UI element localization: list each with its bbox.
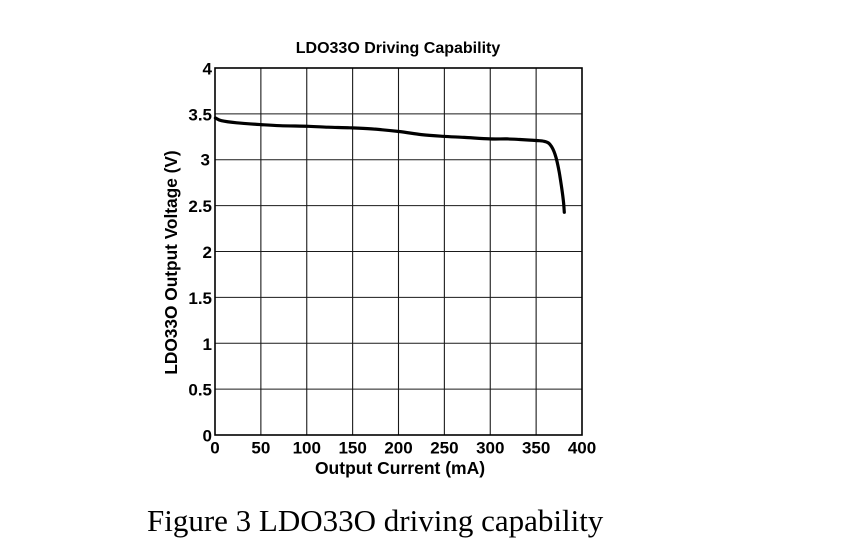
svg-text:300: 300 [476,439,504,458]
svg-text:3.5: 3.5 [188,105,212,124]
svg-text:2.5: 2.5 [188,197,212,216]
svg-text:150: 150 [338,439,366,458]
svg-text:0.5: 0.5 [188,381,212,400]
svg-text:1.5: 1.5 [188,289,212,308]
svg-text:1: 1 [203,335,212,354]
svg-text:100: 100 [293,439,321,458]
svg-text:0: 0 [210,439,219,458]
svg-text:50: 50 [251,439,270,458]
svg-text:400: 400 [568,439,596,458]
svg-text:LDO33O Output Voltage (V): LDO33O Output Voltage (V) [161,150,181,374]
svg-text:Output Current (mA): Output Current (mA) [315,458,485,478]
svg-text:350: 350 [522,439,550,458]
svg-text:LDO33O Driving Capability: LDO33O Driving Capability [296,40,501,57]
svg-text:3: 3 [201,151,210,170]
svg-text:200: 200 [384,439,412,458]
svg-text:4: 4 [203,60,213,79]
svg-text:250: 250 [430,439,458,458]
svg-text:2: 2 [203,243,212,262]
